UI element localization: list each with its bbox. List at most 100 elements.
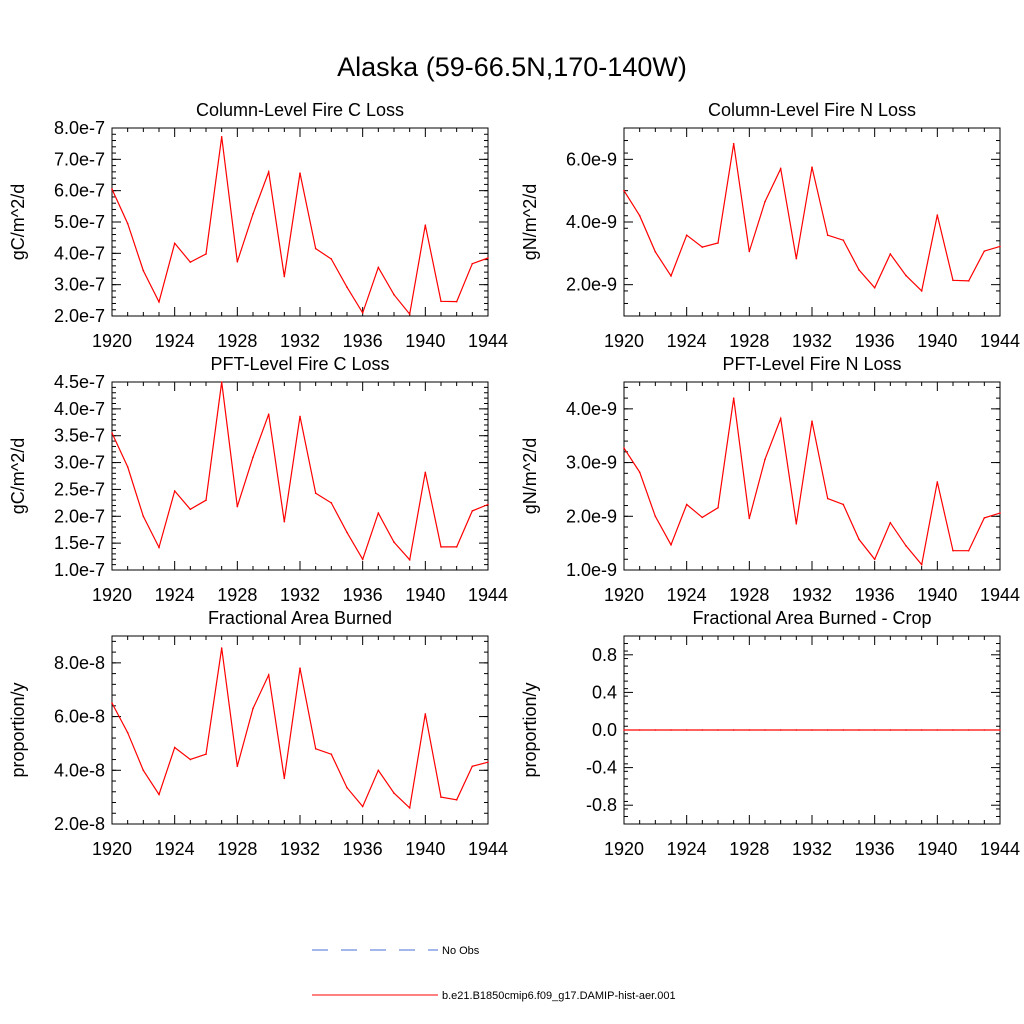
data-point (779, 167, 782, 170)
data-point (314, 748, 317, 750)
panel-title: PFT-Level Fire C Loss (210, 354, 389, 374)
x-tick-label: 1936 (343, 331, 383, 351)
y-tick-label: 6.0e-7 (54, 181, 105, 201)
data-point (189, 508, 192, 511)
data-point (173, 490, 176, 492)
data-point (811, 166, 813, 168)
data-point (314, 247, 317, 250)
x-tick-label: 1932 (792, 331, 832, 351)
x-tick-label: 1920 (604, 585, 644, 605)
y-tick-label: 3.0e-7 (54, 275, 105, 295)
data-point (967, 549, 970, 552)
x-tick-label: 1944 (980, 839, 1020, 859)
data-point (701, 729, 704, 731)
data-point (455, 300, 458, 303)
data-point (440, 796, 442, 798)
x-tick-label: 1940 (405, 331, 445, 351)
data-point (142, 769, 145, 772)
x-tick-label: 1932 (280, 585, 320, 605)
data-point (654, 729, 657, 731)
x-tick-label: 1924 (155, 585, 195, 605)
data-point (858, 729, 860, 731)
data-point (858, 269, 860, 271)
data-point (685, 503, 688, 506)
data-point (889, 729, 892, 731)
data-point (158, 546, 160, 549)
series-line (623, 143, 1001, 293)
x-tick-label: 1940 (917, 839, 957, 859)
data-point (346, 531, 348, 534)
x-tick-label: 1944 (468, 839, 508, 859)
x-tick-label: 1932 (280, 839, 320, 859)
data-point (236, 765, 239, 768)
data-point (952, 549, 954, 552)
legend-label: No Obs (442, 945, 480, 957)
data-point (967, 280, 970, 282)
chart-panel-4: PFT-Level Fire N Loss gN/m^2/d 1920 1924 192… (520, 354, 1020, 605)
y-tick-label: 2.0e-7 (54, 306, 105, 326)
data-point (732, 729, 735, 731)
y-tick-label: 2.0e-8 (54, 814, 105, 834)
panel-title: Column-Level Fire C Loss (196, 100, 404, 120)
x-tick-label: 1920 (92, 839, 132, 859)
y-axis-label: gC/m^2/d (8, 184, 28, 260)
data-point (732, 397, 735, 399)
data-point (936, 481, 939, 483)
data-point (111, 432, 113, 434)
x-tick-label: 1924 (667, 839, 707, 859)
data-point (314, 492, 317, 494)
data-point (471, 510, 474, 512)
data-point (983, 250, 986, 252)
x-tick-label: 1928 (729, 839, 769, 859)
data-point (252, 707, 254, 710)
data-point (330, 753, 333, 755)
y-tick-label: 8.0e-8 (54, 653, 105, 673)
series-line (111, 648, 489, 810)
plot-frame (623, 127, 1001, 317)
data-point (999, 245, 1001, 248)
y-tick-label: 3.0e-9 (566, 453, 617, 473)
data-point (299, 172, 301, 174)
panel-title: PFT-Level Fire N Loss (722, 354, 901, 374)
y-tick-label: 3.0e-7 (54, 453, 105, 473)
data-point (999, 729, 1001, 731)
data-point (299, 667, 301, 670)
series-line (623, 398, 1001, 566)
data-point (936, 729, 939, 731)
data-point (377, 266, 380, 269)
data-point (267, 413, 270, 416)
y-tick-label: 2.5e-7 (54, 479, 105, 499)
x-tick-label: 1920 (604, 331, 644, 351)
chart-panel-3: PFT-Level Fire C Loss gC/m^2/d 1920 1924 192… (8, 354, 508, 605)
data-point (983, 517, 986, 519)
data-point (670, 543, 672, 546)
plot-frame (111, 127, 489, 317)
x-tick-label: 1920 (604, 839, 644, 859)
x-tick-label: 1940 (917, 331, 957, 351)
data-point (811, 729, 813, 731)
x-tick-label: 1928 (217, 585, 257, 605)
chart-panel-6: Fractional Area Burned - Crop proportion/… (520, 608, 1020, 859)
x-tick-label: 1936 (855, 331, 895, 351)
data-point (205, 499, 207, 501)
x-tick-label: 1944 (980, 585, 1020, 605)
data-point (361, 312, 364, 314)
data-point (173, 242, 176, 245)
data-point (826, 497, 829, 500)
x-tick-label: 1936 (343, 585, 383, 605)
figure-title: Alaska (59-66.5N,170-140W) (337, 52, 687, 82)
y-tick-label: 0.4 (592, 682, 617, 702)
chart-panel-5: Fractional Area Burned proportion/y 1920 19… (8, 608, 508, 859)
y-axis-label: proportion/y (8, 682, 28, 777)
data-point (111, 188, 113, 190)
data-point (920, 290, 923, 292)
data-point (408, 807, 411, 809)
y-axis-label: gC/m^2/d (8, 438, 28, 514)
data-point (142, 515, 145, 518)
data-point (220, 135, 223, 138)
y-tick-label: 1.0e-7 (54, 560, 105, 580)
y-tick-label: 4.0e-7 (54, 243, 105, 263)
data-point (408, 558, 411, 561)
data-point (983, 729, 986, 731)
